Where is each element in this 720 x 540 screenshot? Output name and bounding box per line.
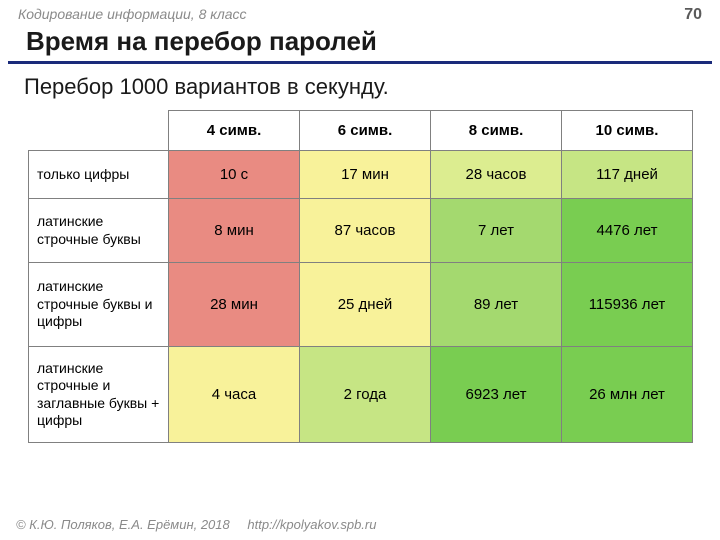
table-cell: 6923 лет (431, 347, 562, 443)
table-cell: 117 дней (562, 151, 693, 199)
table-row: только цифры10 с17 мин28 часов117 дней (29, 151, 693, 199)
table-corner (29, 111, 169, 151)
footer: © К.Ю. Поляков, Е.А. Ерёмин, 2018 http:/… (0, 511, 720, 540)
row-label: латинские строчные буквы и цифры (29, 263, 169, 347)
col-header: 10 симв. (562, 111, 693, 151)
table-cell: 10 с (169, 151, 300, 199)
page-number: 70 (684, 6, 702, 24)
table-cell: 28 мин (169, 263, 300, 347)
row-label: латинские строчные буквы (29, 199, 169, 263)
table-row: латинские строчные буквы и цифры28 мин25… (29, 263, 693, 347)
table-row: латинские строчные буквы8 мин87 часов7 л… (29, 199, 693, 263)
table-cell: 4476 лет (562, 199, 693, 263)
table-cell: 4 часа (169, 347, 300, 443)
table-cell: 28 часов (431, 151, 562, 199)
table-cell: 2 года (300, 347, 431, 443)
password-time-table: 4 симв. 6 симв. 8 симв. 10 симв. только … (28, 110, 693, 443)
col-header: 8 симв. (431, 111, 562, 151)
row-label: латинские строчные и заглавные буквы + ц… (29, 347, 169, 443)
table-cell: 87 часов (300, 199, 431, 263)
table-cell: 25 дней (300, 263, 431, 347)
subtitle: Перебор 1000 вариантов в секунду. (0, 70, 720, 110)
copyright: © К.Ю. Поляков, Е.А. Ерёмин, 2018 (16, 517, 230, 532)
table-cell: 17 мин (300, 151, 431, 199)
table-cell: 8 мин (169, 199, 300, 263)
table-cell: 115936 лет (562, 263, 693, 347)
row-label: только цифры (29, 151, 169, 199)
table-cell: 26 млн лет (562, 347, 693, 443)
col-header: 4 симв. (169, 111, 300, 151)
breadcrumb: Кодирование информации, 8 класс (18, 6, 247, 22)
page-title: Время на перебор паролей (8, 24, 712, 64)
col-header: 6 симв. (300, 111, 431, 151)
footer-url: http://kpolyakov.spb.ru (247, 517, 376, 532)
table-row: латинские строчные и заглавные буквы + ц… (29, 347, 693, 443)
table-cell: 7 лет (431, 199, 562, 263)
table-cell: 89 лет (431, 263, 562, 347)
table-header-row: 4 симв. 6 симв. 8 симв. 10 симв. (29, 111, 693, 151)
